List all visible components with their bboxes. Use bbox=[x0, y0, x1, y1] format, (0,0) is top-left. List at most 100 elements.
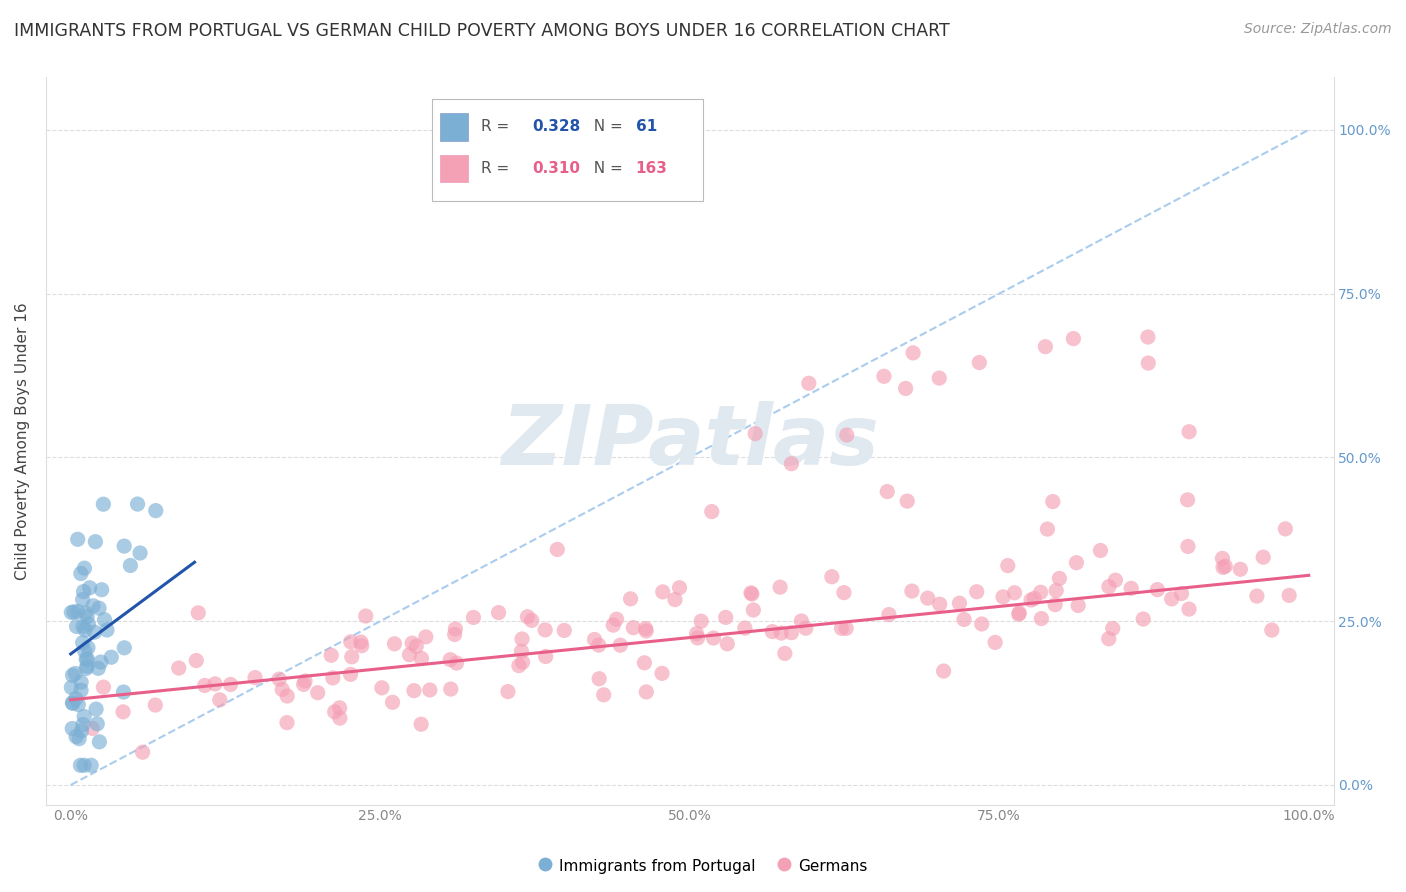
Point bbox=[1213, 559, 1236, 574]
Point bbox=[1067, 599, 1090, 613]
Point bbox=[82, 599, 104, 613]
Point bbox=[780, 457, 803, 471]
Point bbox=[1121, 582, 1143, 596]
Point bbox=[72, 584, 94, 599]
Point bbox=[510, 644, 533, 658]
Point bbox=[77, 617, 100, 632]
Point bbox=[276, 715, 298, 730]
Point bbox=[329, 701, 352, 715]
Point bbox=[350, 635, 373, 649]
Point bbox=[65, 691, 87, 706]
Point bbox=[588, 638, 610, 652]
Point bbox=[204, 677, 226, 691]
Point bbox=[741, 587, 763, 601]
Point bbox=[876, 484, 898, 499]
Point bbox=[740, 586, 762, 600]
Point bbox=[1178, 602, 1201, 616]
Point bbox=[742, 603, 765, 617]
Point bbox=[90, 655, 112, 669]
Point bbox=[76, 609, 98, 624]
Point bbox=[588, 672, 610, 686]
Point bbox=[546, 542, 568, 557]
Point bbox=[75, 623, 97, 637]
Point bbox=[143, 698, 166, 712]
Point bbox=[70, 723, 93, 738]
Point bbox=[991, 590, 1014, 604]
Point bbox=[633, 656, 655, 670]
Point bbox=[70, 683, 93, 698]
Point bbox=[1229, 562, 1251, 576]
Point bbox=[651, 585, 673, 599]
Point bbox=[75, 652, 97, 666]
Point bbox=[381, 695, 404, 709]
Point bbox=[1274, 522, 1296, 536]
Point bbox=[1008, 607, 1031, 622]
Point bbox=[512, 655, 534, 669]
Point bbox=[780, 625, 803, 640]
Point bbox=[1177, 540, 1199, 554]
Point bbox=[1029, 585, 1052, 599]
Point bbox=[73, 644, 96, 658]
Point bbox=[243, 671, 266, 685]
Point bbox=[340, 649, 363, 664]
Point bbox=[371, 681, 394, 695]
Point bbox=[686, 631, 709, 645]
Point bbox=[90, 582, 112, 597]
Point bbox=[1098, 580, 1121, 594]
Point bbox=[761, 624, 783, 639]
Point bbox=[769, 580, 792, 594]
Point bbox=[73, 561, 96, 575]
Point bbox=[1278, 588, 1301, 602]
Point bbox=[70, 566, 93, 581]
Point bbox=[67, 698, 90, 712]
Point bbox=[894, 381, 917, 395]
Point bbox=[72, 636, 94, 650]
Point bbox=[187, 606, 209, 620]
Point bbox=[609, 638, 631, 652]
Point bbox=[928, 597, 950, 611]
Text: ZIPatlas: ZIPatlas bbox=[501, 401, 879, 482]
Point bbox=[145, 503, 167, 517]
Point bbox=[832, 585, 855, 599]
Point bbox=[917, 591, 939, 606]
Point bbox=[93, 497, 115, 511]
Point bbox=[1146, 582, 1168, 597]
Point bbox=[307, 686, 329, 700]
Point bbox=[87, 601, 110, 615]
Point bbox=[127, 497, 149, 511]
Point bbox=[606, 612, 628, 626]
Point bbox=[794, 621, 817, 635]
Point bbox=[520, 614, 543, 628]
Point bbox=[1160, 591, 1182, 606]
Text: R =: R = bbox=[481, 120, 515, 135]
Point bbox=[419, 683, 441, 698]
Point bbox=[651, 666, 673, 681]
Point bbox=[636, 624, 658, 638]
Point bbox=[619, 591, 641, 606]
Point bbox=[89, 735, 111, 749]
Point bbox=[877, 607, 900, 622]
Text: Source: ZipAtlas.com: Source: ZipAtlas.com bbox=[1244, 22, 1392, 37]
Point bbox=[1251, 550, 1274, 565]
Point bbox=[354, 609, 377, 624]
Point bbox=[583, 632, 606, 647]
Point bbox=[72, 592, 94, 607]
Point bbox=[112, 640, 135, 655]
Text: N =: N = bbox=[583, 161, 628, 176]
Point bbox=[1047, 571, 1070, 585]
Text: IMMIGRANTS FROM PORTUGAL VS GERMAN CHILD POVERTY AMONG BOYS UNDER 16 CORRELATION: IMMIGRANTS FROM PORTUGAL VS GERMAN CHILD… bbox=[14, 22, 950, 40]
Point bbox=[444, 622, 467, 636]
Point bbox=[821, 570, 844, 584]
Point bbox=[60, 696, 83, 710]
Text: 0.328: 0.328 bbox=[533, 120, 581, 135]
Point bbox=[664, 592, 686, 607]
Point bbox=[1062, 332, 1084, 346]
Point bbox=[440, 682, 463, 697]
Point bbox=[685, 626, 707, 640]
Point bbox=[66, 605, 89, 619]
Point bbox=[292, 677, 315, 691]
Point bbox=[496, 684, 519, 698]
Point bbox=[602, 618, 624, 632]
Point bbox=[276, 689, 298, 703]
Point bbox=[773, 647, 796, 661]
